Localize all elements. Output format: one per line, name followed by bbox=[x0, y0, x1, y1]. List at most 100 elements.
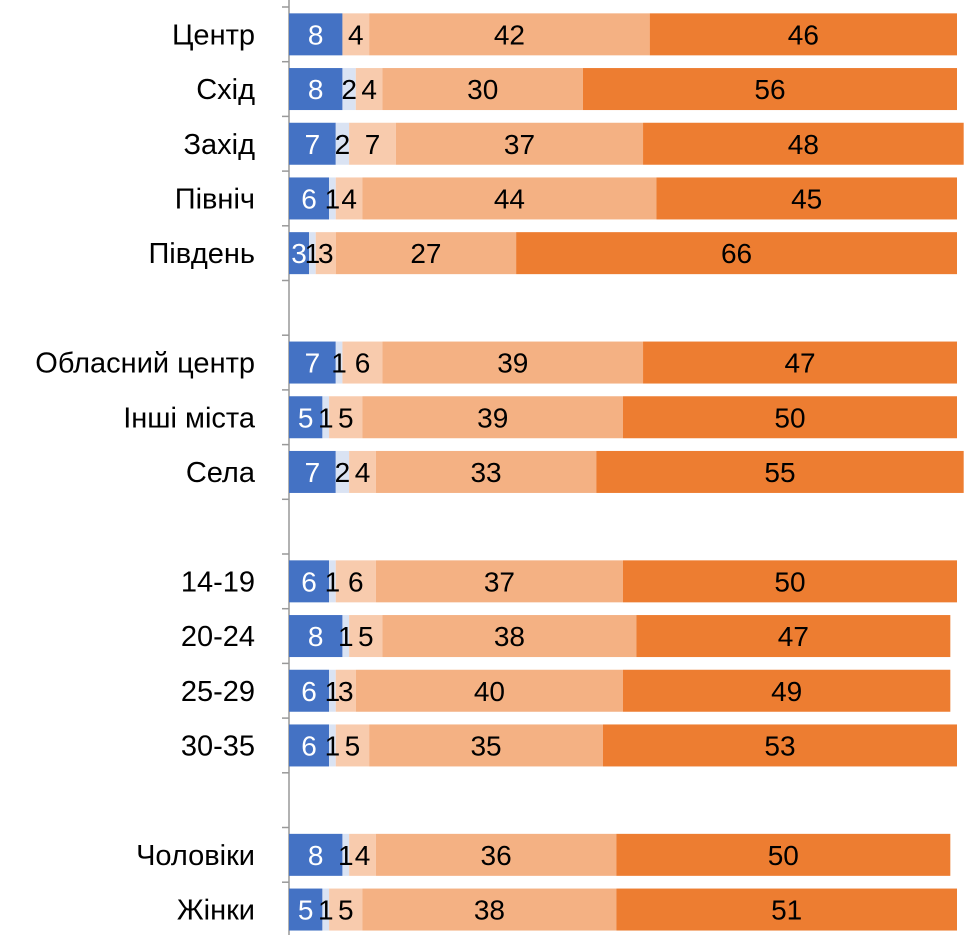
bar-segment bbox=[289, 669, 330, 712]
data-label: 7 bbox=[305, 129, 321, 160]
bar-segment bbox=[395, 122, 644, 165]
bar-segment bbox=[289, 615, 343, 658]
data-label: 2 bbox=[341, 74, 357, 105]
category-label: Захід bbox=[183, 129, 255, 161]
data-label: 2 bbox=[335, 129, 351, 160]
data-label: 50 bbox=[768, 840, 799, 871]
bar-segment bbox=[349, 122, 396, 165]
data-label: 6 bbox=[301, 183, 317, 214]
data-label: 38 bbox=[494, 621, 525, 652]
data-label: 51 bbox=[771, 895, 802, 926]
data-label: 4 bbox=[348, 19, 364, 50]
bar-segment bbox=[289, 13, 343, 56]
data-label: 8 bbox=[308, 74, 324, 105]
bar-segment bbox=[342, 615, 350, 658]
data-label: 35 bbox=[470, 730, 501, 761]
bar-segment bbox=[289, 450, 336, 493]
bar-segment bbox=[335, 122, 350, 165]
data-label: 3 bbox=[318, 238, 334, 269]
data-label: 1 bbox=[325, 676, 341, 707]
bar-segment bbox=[289, 833, 343, 876]
bar-segment bbox=[355, 669, 623, 712]
data-label: 1 bbox=[331, 348, 347, 379]
data-label: 6 bbox=[301, 730, 317, 761]
data-label: 1 bbox=[325, 730, 341, 761]
data-label: 55 bbox=[764, 457, 795, 488]
data-label: 4 bbox=[355, 840, 371, 871]
data-label: 8 bbox=[308, 840, 324, 871]
bar-segment bbox=[596, 450, 964, 493]
data-label: 8 bbox=[308, 621, 324, 652]
data-label: 5 bbox=[345, 730, 361, 761]
data-label: 48 bbox=[788, 129, 819, 160]
data-label: 6 bbox=[348, 566, 364, 597]
data-label: 7 bbox=[305, 457, 321, 488]
bar-segment bbox=[329, 724, 336, 767]
data-label: 45 bbox=[791, 183, 822, 214]
bar-segment bbox=[623, 669, 951, 712]
bar-segment bbox=[335, 669, 356, 712]
category-label: Села bbox=[186, 457, 256, 489]
bar-segment bbox=[289, 396, 323, 439]
data-label: 27 bbox=[410, 238, 441, 269]
bar-segment bbox=[315, 232, 336, 275]
data-label: 6 bbox=[301, 566, 317, 597]
bar-segment bbox=[342, 68, 356, 111]
data-label: 1 bbox=[318, 402, 334, 433]
category-label: 25-29 bbox=[181, 676, 255, 708]
bar-segment bbox=[335, 232, 517, 275]
bar-segment bbox=[329, 396, 363, 439]
bar-segment bbox=[335, 560, 376, 603]
bar-segment bbox=[643, 341, 957, 384]
category-label: Схід bbox=[196, 74, 255, 106]
data-label: 33 bbox=[470, 457, 501, 488]
category-label: Південь bbox=[148, 238, 255, 270]
data-label: 37 bbox=[504, 129, 535, 160]
data-label: 50 bbox=[774, 402, 805, 433]
bar-segment bbox=[342, 13, 370, 56]
data-label: 5 bbox=[338, 895, 354, 926]
data-label: 3 bbox=[338, 676, 354, 707]
data-label: 1 bbox=[325, 183, 341, 214]
bar-segment bbox=[382, 341, 644, 384]
data-label: 44 bbox=[494, 183, 525, 214]
bar-segment bbox=[289, 888, 323, 931]
bar-segment bbox=[289, 341, 336, 384]
bar-segment bbox=[329, 888, 363, 931]
bar-segment bbox=[382, 615, 637, 658]
bar-segment bbox=[342, 833, 350, 876]
bar-segment bbox=[322, 888, 330, 931]
data-label: 1 bbox=[325, 566, 341, 597]
bar-segment bbox=[289, 68, 343, 111]
data-label: 53 bbox=[764, 730, 795, 761]
bars bbox=[289, 13, 964, 931]
data-label: 38 bbox=[474, 895, 505, 926]
data-label: 6 bbox=[301, 676, 317, 707]
category-label: 30-35 bbox=[181, 730, 255, 762]
category-label: Інші міста bbox=[123, 402, 256, 434]
bar-segment bbox=[329, 669, 336, 712]
category-label: Північ bbox=[175, 183, 255, 215]
data-label: 36 bbox=[481, 840, 512, 871]
bar-segment bbox=[375, 450, 597, 493]
bar-segment bbox=[362, 177, 657, 220]
data-label: 5 bbox=[298, 402, 314, 433]
data-label: 4 bbox=[361, 74, 377, 105]
data-label: 30 bbox=[467, 74, 498, 105]
bar-segment bbox=[362, 396, 623, 439]
bar-segment bbox=[643, 122, 964, 165]
bar-segment bbox=[289, 724, 330, 767]
data-label: 7 bbox=[365, 129, 381, 160]
bar-segment bbox=[656, 177, 957, 220]
data-label: 8 bbox=[308, 19, 324, 50]
data-label: 47 bbox=[778, 621, 809, 652]
data-label: 1 bbox=[318, 895, 334, 926]
data-label: 5 bbox=[358, 621, 374, 652]
bar-segment bbox=[335, 177, 363, 220]
data-label: 39 bbox=[497, 348, 528, 379]
category-label: Обласний центр bbox=[35, 348, 255, 380]
bar-segment bbox=[616, 833, 951, 876]
bar-segment bbox=[616, 888, 957, 931]
